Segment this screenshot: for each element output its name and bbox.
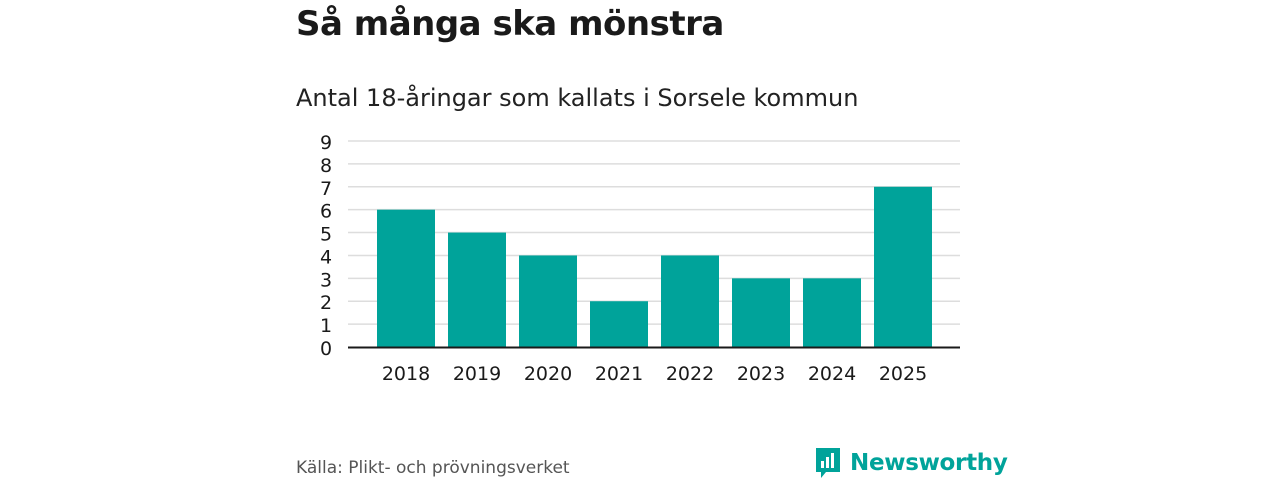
bar-2021[interactable] [590, 301, 648, 347]
bar-2022[interactable] [661, 255, 719, 347]
brand-logo[interactable]: Newsworthy [814, 446, 1008, 480]
chart-subtitle: Antal 18-åringar som kallats i Sorsele k… [296, 84, 859, 112]
brand-name: Newsworthy [850, 450, 1008, 476]
bar-2025[interactable] [874, 186, 932, 347]
bar-2024[interactable] [803, 278, 861, 347]
x-tick-label: 2019 [453, 363, 501, 385]
bars [377, 186, 932, 347]
chart-title: Så många ska mönstra [296, 4, 724, 44]
source-note: Källa: Plikt- och prövningsverket [296, 458, 570, 478]
bar-2019[interactable] [448, 232, 506, 347]
y-tick-label: 0 [320, 338, 332, 360]
y-tick-label: 5 [320, 224, 332, 246]
x-tick-label: 2020 [524, 363, 572, 385]
y-tick-label: 3 [320, 269, 332, 291]
x-tick-label: 2022 [666, 363, 714, 385]
bar-2020[interactable] [519, 255, 577, 347]
x-axis-ticks: 2018 2019 2020 2021 2022 2023 2024 2025 [382, 363, 927, 385]
x-tick-label: 2023 [737, 363, 785, 385]
bar-2018[interactable] [377, 209, 435, 347]
gridlines [348, 140, 960, 325]
x-tick-label: 2018 [382, 363, 430, 385]
y-tick-label: 4 [320, 246, 332, 268]
y-tick-label: 8 [320, 155, 332, 177]
y-tick-label: 2 [320, 292, 332, 314]
x-tick-label: 2024 [808, 363, 856, 385]
y-tick-label: 6 [320, 201, 332, 223]
y-tick-label: 9 [320, 132, 332, 154]
newsworthy-logo-icon [816, 448, 840, 478]
x-tick-label: 2021 [595, 363, 643, 385]
y-tick-label: 1 [320, 315, 332, 337]
x-tick-label: 2025 [879, 363, 927, 385]
bar-2023[interactable] [732, 278, 790, 347]
y-tick-label: 7 [320, 178, 332, 200]
